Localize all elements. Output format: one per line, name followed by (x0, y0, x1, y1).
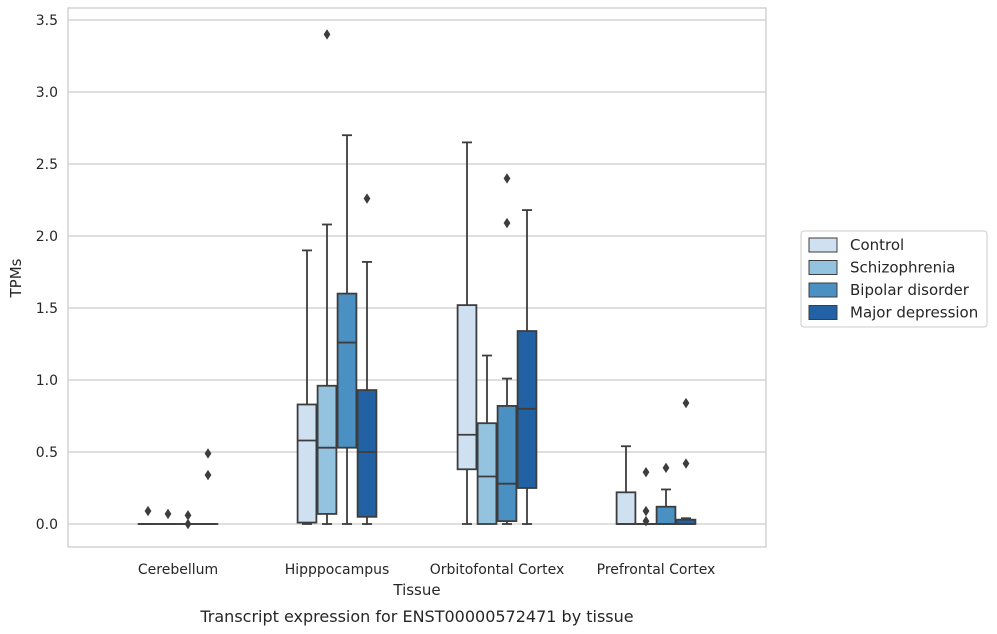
legend: Control Schizophrenia Bipolar disorder Majo… (800, 230, 988, 328)
y-tick-label: 3.5 (36, 13, 58, 29)
y-tick-label: 2.0 (36, 229, 58, 245)
y-tick-label: 3.0 (36, 85, 58, 101)
outlier-point (503, 217, 511, 229)
y-tick-label: 0.5 (36, 445, 58, 461)
x-axis-ticks: Cerebellum Hipppocampus Orbitofontal Corte… (138, 562, 715, 578)
outlier-point (164, 508, 172, 520)
box (496, 405, 518, 523)
boxplot-bipolar-disorder (336, 134, 358, 525)
outlier-point (204, 448, 212, 459)
outlier-point (682, 458, 690, 469)
gridlines (68, 19, 766, 525)
legend-swatch (808, 282, 838, 298)
boxplot-schizophrenia (316, 29, 338, 525)
box (336, 292, 358, 449)
outlier-point (184, 510, 192, 521)
box (655, 505, 677, 525)
outlier-point (662, 462, 670, 474)
boxplot-major-depression (197, 448, 219, 525)
boxplot-schizophrenia (476, 354, 498, 525)
x-tick-label: Hipppocampus (285, 562, 390, 578)
box (615, 491, 637, 525)
outlier-point (363, 193, 371, 204)
legend-swatch (808, 260, 838, 275)
outlier-point (642, 466, 650, 478)
legend-swatch (808, 305, 838, 320)
plot-area-frame (67, 7, 767, 548)
box (356, 389, 378, 518)
legend-frame (800, 230, 988, 328)
legend-swatch (808, 237, 838, 253)
y-tick-label: 1.5 (36, 301, 58, 317)
box (296, 403, 318, 524)
legend-label: Bipolar disorder (850, 281, 970, 299)
boxplot-schizophrenia (157, 508, 179, 525)
y-tick-label: 2.5 (36, 157, 58, 173)
boxplot-control (296, 249, 318, 525)
y-axis-title: TPMs (7, 258, 25, 298)
boxplot-bipolar-disorder (496, 173, 518, 525)
x-axis-title: Tissue (392, 581, 440, 599)
y-tick-label: 1.0 (36, 373, 58, 389)
outlier-point (184, 518, 192, 530)
boxplot-control (137, 505, 159, 525)
boxplot-control (456, 141, 478, 525)
boxplot-control (615, 445, 637, 525)
boxplot-bipolar-disorder (177, 510, 199, 530)
y-axis-ticks: 0.0 0.5 1.0 1.5 2.0 2.5 3.0 3.5 (36, 13, 58, 533)
legend-label: Schizophrenia (850, 259, 955, 277)
boxplot-major-depression (675, 397, 697, 525)
box (476, 422, 498, 525)
y-tick-label: 0.0 (36, 517, 58, 533)
box-series (137, 29, 697, 530)
box (456, 304, 478, 471)
boxplot-schizophrenia (635, 466, 657, 527)
outlier-point (144, 505, 152, 517)
boxplot-bipolar-disorder (655, 462, 677, 525)
boxplot-major-depression (516, 209, 538, 525)
x-tick-label: Orbitofontal Cortex (430, 562, 565, 578)
outlier-point (642, 505, 650, 517)
outlier-point (323, 29, 331, 40)
x-tick-label: Prefrontal Cortex (597, 562, 716, 578)
legend-label: Major depression (850, 304, 978, 322)
outlier-point (642, 515, 650, 527)
outlier-point (682, 397, 690, 409)
chart-caption: Transcript expression for ENST0000057247… (199, 607, 633, 626)
x-tick-label: Cerebellum (138, 562, 218, 578)
outlier-point (503, 173, 511, 184)
box (316, 384, 338, 515)
legend-label: Control (850, 236, 904, 254)
outlier-point (204, 469, 212, 481)
boxplot-major-depression (356, 193, 378, 525)
